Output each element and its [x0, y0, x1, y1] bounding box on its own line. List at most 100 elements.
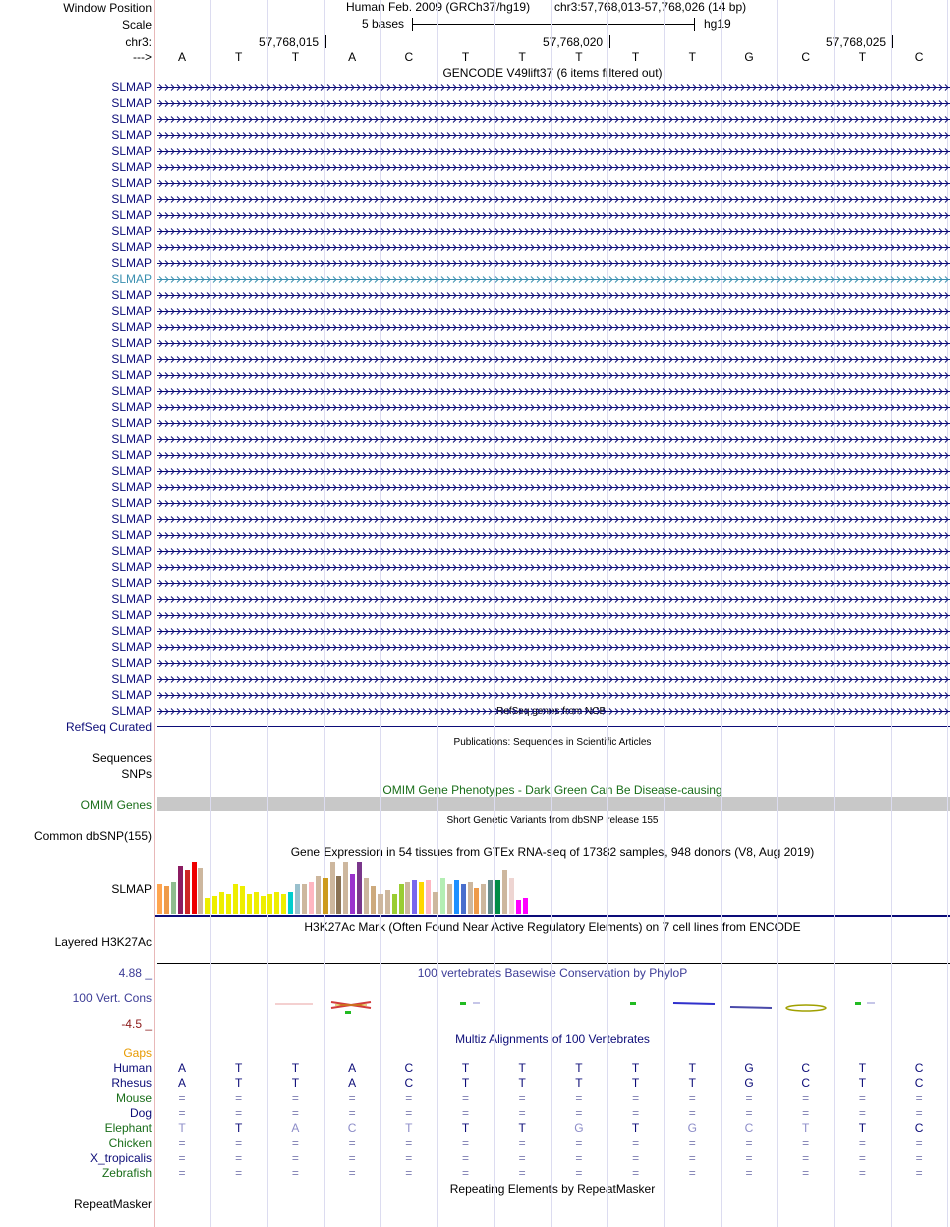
gtex-tissue-bar[interactable] — [433, 892, 438, 914]
repeatmasker-track-label[interactable]: RepeatMasker — [73, 1197, 152, 1211]
gene-label-slmap[interactable]: SLMAP — [111, 640, 152, 654]
gene-label-slmap[interactable]: SLMAP — [111, 272, 152, 286]
gtex-tissue-bar[interactable] — [495, 880, 501, 914]
gtex-tissue-bar[interactable] — [226, 894, 231, 914]
gene-model-slmap[interactable] — [157, 643, 950, 652]
gene-label-slmap[interactable]: SLMAP — [111, 128, 152, 142]
gtex-tissue-bar[interactable] — [170, 882, 176, 914]
gene-label-slmap[interactable]: SLMAP — [111, 336, 152, 350]
gene-model-slmap[interactable] — [157, 131, 950, 140]
gtex-tissue-bar[interactable] — [398, 884, 404, 914]
gene-label-slmap[interactable]: SLMAP — [111, 512, 152, 526]
gene-model-slmap[interactable] — [157, 579, 950, 588]
gtex-tissue-bar[interactable] — [508, 878, 514, 914]
gtex-tissue-bar[interactable] — [364, 878, 369, 914]
gene-model-slmap[interactable] — [157, 611, 950, 620]
gtex-tissue-bar[interactable] — [446, 884, 452, 914]
gene-model-slmap[interactable] — [157, 403, 950, 412]
gtex-tissue-bar[interactable] — [198, 868, 204, 914]
gtex-tissue-bar[interactable] — [370, 886, 376, 914]
gtex-tissue-bar[interactable] — [350, 874, 356, 914]
gtex-tissue-bar[interactable] — [343, 862, 349, 914]
gene-model-slmap[interactable] — [157, 531, 950, 540]
gtex-tissue-bar[interactable] — [219, 892, 225, 914]
species-label-chicken[interactable]: Chicken — [108, 1136, 152, 1150]
gene-label-slmap[interactable]: SLMAP — [111, 160, 152, 174]
gene-model-slmap[interactable] — [157, 179, 950, 188]
gtex-tissue-bar[interactable] — [260, 896, 266, 914]
gene-model-slmap[interactable] — [157, 435, 950, 444]
gtex-tissue-bar[interactable] — [301, 884, 307, 914]
gene-model-slmap[interactable] — [157, 627, 950, 636]
gtex-tissue-bar[interactable] — [274, 892, 280, 914]
gtex-tissue-bar[interactable] — [163, 886, 169, 914]
refseq-track-label[interactable]: RefSeq Curated — [65, 720, 152, 734]
gtex-tissue-bar[interactable] — [474, 888, 480, 914]
gtex-tissue-bar[interactable] — [412, 880, 418, 914]
gene-label-slmap[interactable]: SLMAP — [111, 656, 152, 670]
gene-label-slmap[interactable]: SLMAP — [111, 192, 152, 206]
gene-model-slmap[interactable] — [157, 355, 950, 364]
gtex-tissue-bar[interactable] — [191, 862, 197, 914]
gtex-tissue-bar[interactable] — [288, 892, 294, 914]
gtex-tissue-bar[interactable] — [405, 882, 411, 914]
gene-model-slmap[interactable] — [157, 451, 950, 460]
gtex-tissue-bar[interactable] — [329, 862, 335, 914]
gene-model-slmap[interactable] — [157, 387, 950, 396]
gene-label-slmap[interactable]: SLMAP — [111, 688, 152, 702]
gene-model-slmap[interactable] — [157, 243, 950, 252]
gene-label-slmap[interactable]: SLMAP — [111, 176, 152, 190]
gene-model-slmap[interactable] — [157, 499, 950, 508]
gtex-tissue-bar[interactable] — [239, 886, 245, 914]
gene-label-slmap[interactable]: SLMAP — [111, 96, 152, 110]
species-label-rhesus[interactable]: Rhesus — [111, 1076, 152, 1090]
gtex-tissue-bar[interactable] — [246, 894, 252, 914]
gene-model-slmap[interactable] — [157, 211, 950, 220]
gtex-tissue-bar[interactable] — [439, 878, 445, 914]
gene-label-slmap[interactable]: SLMAP — [111, 608, 152, 622]
gene-label-slmap[interactable]: SLMAP — [111, 240, 152, 254]
gtex-tissue-bar[interactable] — [488, 880, 494, 914]
gene-model-slmap[interactable] — [157, 291, 950, 300]
gtex-tissue-bar[interactable] — [357, 862, 363, 914]
phylop-track-label[interactable]: 100 Vert. Cons — [72, 991, 152, 1005]
gene-label-slmap[interactable]: SLMAP — [111, 352, 152, 366]
gene-model-slmap[interactable] — [157, 99, 950, 108]
gene-label-slmap[interactable]: SLMAP — [111, 560, 152, 574]
gtex-tissue-bar[interactable] — [522, 898, 528, 914]
gene-label-slmap[interactable]: SLMAP — [111, 256, 152, 270]
omim-track-label[interactable]: OMIM Genes — [80, 798, 152, 812]
gtex-tissue-bar[interactable] — [212, 896, 218, 914]
gene-label-slmap[interactable]: SLMAP — [111, 432, 152, 446]
gene-label-slmap[interactable]: SLMAP — [111, 624, 152, 638]
gtex-tissue-bar[interactable] — [481, 884, 487, 914]
snps-track-label[interactable]: SNPs — [121, 767, 152, 781]
gtex-tissue-bar[interactable] — [502, 870, 507, 914]
gene-label-slmap[interactable]: SLMAP — [111, 448, 152, 462]
gene-label-slmap[interactable]: SLMAP — [111, 528, 152, 542]
gtex-tissue-bar[interactable] — [253, 892, 259, 914]
sequences-track-label[interactable]: Sequences — [91, 751, 152, 765]
gene-label-slmap[interactable]: SLMAP — [111, 544, 152, 558]
gene-model-slmap[interactable] — [157, 275, 950, 284]
gtex-tissue-bar[interactable] — [419, 882, 425, 914]
gene-label-slmap[interactable]: SLMAP — [111, 496, 152, 510]
gene-model-slmap[interactable] — [157, 83, 950, 92]
gene-label-slmap[interactable]: SLMAP — [111, 80, 152, 94]
gtex-tissue-bar[interactable] — [384, 890, 390, 914]
gene-label-slmap[interactable]: SLMAP — [111, 304, 152, 318]
gtex-track-label[interactable]: SLMAP — [111, 882, 152, 896]
gtex-tissue-bar[interactable] — [281, 894, 287, 914]
phylop-signal[interactable] — [155, 994, 950, 1018]
gtex-tissue-bar[interactable] — [336, 876, 342, 914]
gtex-tissue-bar[interactable] — [515, 900, 521, 914]
gtex-tissue-bar[interactable] — [157, 884, 162, 914]
gtex-tissue-bar[interactable] — [205, 898, 211, 914]
gene-model-slmap[interactable] — [157, 483, 950, 492]
gene-model-slmap[interactable] — [157, 659, 950, 668]
gtex-tissue-bar[interactable] — [177, 866, 183, 914]
gtex-tissue-bar[interactable] — [391, 894, 397, 914]
dbsnp-track-label[interactable]: Common dbSNP(155) — [33, 829, 152, 843]
gene-model-slmap[interactable] — [157, 371, 950, 380]
gene-label-slmap[interactable]: SLMAP — [111, 592, 152, 606]
